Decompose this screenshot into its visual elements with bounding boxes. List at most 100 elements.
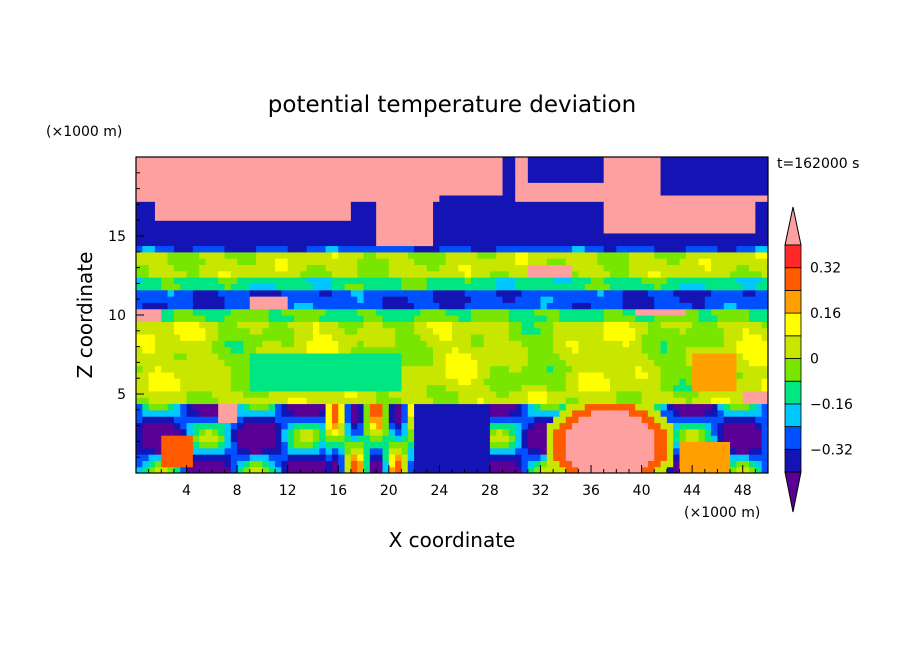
contour-cell xyxy=(521,428,529,436)
contour-cell xyxy=(287,454,327,461)
contour-cell xyxy=(331,428,339,436)
contour-cell xyxy=(635,403,655,411)
contour-cell xyxy=(275,435,282,442)
contour-cell xyxy=(755,283,768,291)
contour-cell xyxy=(382,466,390,473)
contour-cell xyxy=(218,333,295,341)
contour-cell xyxy=(736,378,763,386)
contour-cell xyxy=(572,270,579,278)
contour-cell xyxy=(673,441,681,449)
contour-cell xyxy=(755,201,768,209)
contour-cell xyxy=(433,397,459,405)
contour-cell xyxy=(148,371,175,379)
contour-cell xyxy=(369,416,384,424)
contour-cell xyxy=(647,327,681,335)
contour-cell xyxy=(142,466,150,473)
contour-cell xyxy=(426,390,459,398)
contour-cell xyxy=(641,416,655,424)
contour-cell xyxy=(350,447,365,455)
contour-cell xyxy=(363,251,377,259)
contour-cell xyxy=(173,315,207,322)
x-tick-label: 44 xyxy=(683,483,701,499)
contour-cell xyxy=(363,466,371,473)
contour-cell xyxy=(534,416,554,424)
contour-cell xyxy=(376,213,434,221)
contour-cell xyxy=(192,296,226,303)
contour-cell xyxy=(641,365,662,373)
time-label: t=162000 s xyxy=(777,156,859,172)
contour-cell xyxy=(452,346,459,354)
contour-cell xyxy=(136,194,440,202)
contour-cell xyxy=(205,333,219,341)
contour-cell xyxy=(218,277,238,284)
contour-cell xyxy=(249,403,270,411)
contour-cell xyxy=(546,441,554,449)
contour-cell xyxy=(641,346,662,354)
contour-cell xyxy=(211,340,226,348)
contour-cell xyxy=(136,308,162,316)
contour-cell xyxy=(553,340,567,348)
contour-cell xyxy=(395,435,403,442)
contour-cell xyxy=(281,403,289,411)
contour-cell xyxy=(426,277,466,284)
contour-cell xyxy=(395,340,428,348)
contour-cell xyxy=(338,454,346,461)
contour-cell xyxy=(502,428,510,436)
contour-cell xyxy=(433,207,605,215)
contour-cell xyxy=(382,435,396,442)
contour-cell xyxy=(363,296,384,303)
contour-cell xyxy=(325,466,333,473)
contour-cell xyxy=(489,441,510,449)
contour-cell xyxy=(186,422,194,430)
contour-cell xyxy=(319,409,327,417)
contour-cell xyxy=(565,466,579,473)
contour-cell xyxy=(136,315,162,322)
contour-cell xyxy=(192,428,200,436)
contour-cell xyxy=(704,283,744,291)
contour-cell xyxy=(660,188,768,196)
y-axis-label: Z coordinate xyxy=(73,252,97,379)
contour-cell xyxy=(489,435,510,442)
contour-cell xyxy=(407,403,415,411)
contour-cell xyxy=(331,416,339,424)
contour-cell xyxy=(426,264,440,272)
contour-cell xyxy=(464,289,497,297)
contour-cell xyxy=(553,428,567,436)
contour-cell xyxy=(553,447,567,455)
contour-cell xyxy=(445,371,478,379)
contour-cell xyxy=(496,390,510,398)
contour-cell xyxy=(559,422,573,430)
contour-cell xyxy=(496,251,516,259)
contour-cell xyxy=(502,157,516,164)
contour-cell xyxy=(243,346,257,354)
contour-cell xyxy=(237,321,270,329)
chart-title: potential temperature deviation xyxy=(268,92,636,118)
contour-cell xyxy=(407,296,434,303)
contour-cell xyxy=(281,308,327,316)
colorbar-tick-label: 0 xyxy=(810,352,819,368)
contour-cell xyxy=(534,466,542,473)
contour-cell xyxy=(173,289,194,297)
contour-cell xyxy=(262,460,270,468)
x-tick-label: 20 xyxy=(380,483,398,499)
contour-cell xyxy=(647,371,662,379)
contour-cell xyxy=(704,422,712,430)
contour-cell xyxy=(154,340,213,348)
contour-cell xyxy=(470,352,529,360)
contour-cell xyxy=(692,352,737,360)
contour-cell xyxy=(527,409,561,417)
contour-cell xyxy=(477,359,529,367)
contour-cell xyxy=(717,422,725,430)
contour-cell xyxy=(749,308,768,316)
contour-cell xyxy=(237,460,245,468)
contour-cell xyxy=(433,346,453,354)
contour-cell xyxy=(218,428,226,436)
contour-cell xyxy=(635,371,649,379)
contour-cell xyxy=(294,333,314,341)
contour-cell xyxy=(647,422,662,430)
colorbar-swatch xyxy=(784,267,802,291)
contour-cell xyxy=(433,232,768,240)
contour-cell xyxy=(331,251,339,259)
contour-cell xyxy=(502,182,516,190)
contour-cell xyxy=(534,422,548,430)
